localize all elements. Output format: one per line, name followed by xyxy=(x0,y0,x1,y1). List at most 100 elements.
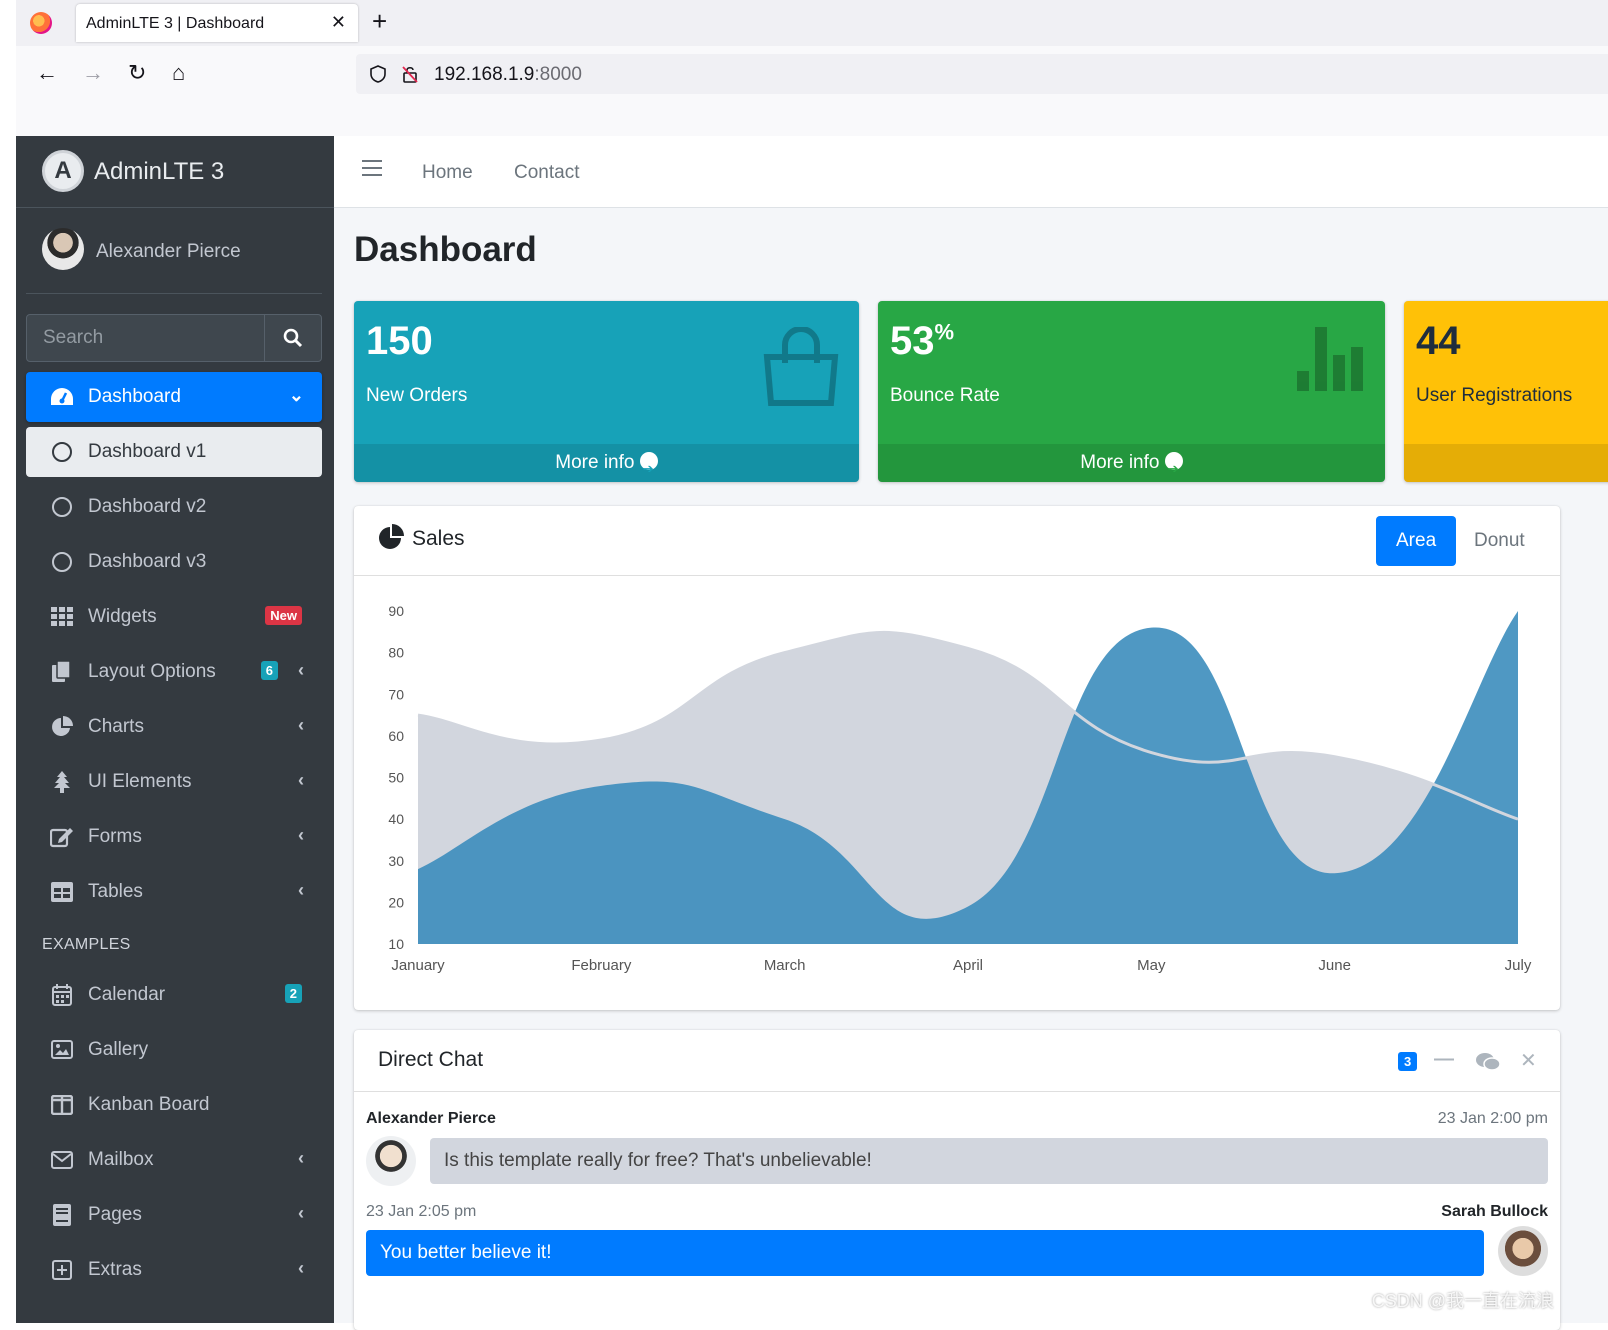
y-tick-label: 40 xyxy=(388,811,404,827)
circle-icon xyxy=(50,495,74,519)
box-value: 53% xyxy=(890,319,954,364)
sidebar-item-dashboard[interactable]: Dashboard ⌄ xyxy=(26,372,322,422)
url-text: 192.168.1.9:8000 xyxy=(434,64,582,86)
sidebar-item-kanban-board[interactable]: Kanban Board xyxy=(26,1080,322,1130)
brand-text: AdminLTE 3 xyxy=(94,158,224,186)
card-title: Sales xyxy=(412,527,465,551)
edit-icon xyxy=(50,825,74,849)
search-input[interactable] xyxy=(27,315,265,361)
close-tab-icon[interactable]: ✕ xyxy=(331,12,346,33)
y-tick-label: 70 xyxy=(388,686,404,702)
th-icon xyxy=(50,605,74,629)
arrow-circle-right-icon xyxy=(640,452,658,470)
sidebar-item-label: Widgets xyxy=(88,606,157,628)
close-icon[interactable]: ✕ xyxy=(1520,1048,1537,1073)
arrow-circle-right-icon xyxy=(1165,452,1183,470)
more-info-text: More info xyxy=(1080,452,1159,473)
address-bar[interactable]: 192.168.1.9:8000 xyxy=(356,54,1608,94)
sidebar-item-tables[interactable]: Tables ‹ xyxy=(26,867,322,917)
sidebar-item-widgets[interactable]: Widgets New xyxy=(26,592,322,642)
y-tick-label: 20 xyxy=(388,894,404,910)
shield-icon xyxy=(368,64,388,84)
user-panel: Alexander Pierce xyxy=(26,208,322,294)
x-tick-label: May xyxy=(1137,957,1166,974)
sidebar-item-label: Calendar xyxy=(88,984,165,1006)
search-button[interactable] xyxy=(264,315,321,361)
tab-bar: AdminLTE 3 | Dashboard ✕ + xyxy=(16,0,1608,46)
sidebar-item-gallery[interactable]: Gallery xyxy=(26,1025,322,1075)
comments-icon[interactable] xyxy=(1476,1052,1500,1072)
more-info-link[interactable]: More info xyxy=(354,444,859,482)
sidebar-item-ui-elements[interactable]: UI Elements ‹ xyxy=(26,757,322,807)
tab-area[interactable]: Area xyxy=(1376,516,1456,566)
box-label: User Registrations xyxy=(1416,385,1572,407)
sidebar-item-label: Dashboard v3 xyxy=(88,551,206,573)
card-header: Sales Area Donut xyxy=(354,506,1560,576)
chart-pie-icon xyxy=(378,524,404,550)
insecure-lock-icon xyxy=(400,64,420,84)
envelope-icon xyxy=(50,1148,74,1172)
nav-header-examples: EXAMPLES xyxy=(42,936,131,954)
box-value: 150 xyxy=(366,319,433,364)
chevron-left-icon: ‹ xyxy=(298,715,304,736)
count-badge: 6 xyxy=(261,661,278,680)
chevron-left-icon: ‹ xyxy=(298,1258,304,1279)
home-icon[interactable]: ⌂ xyxy=(172,60,185,86)
sidebar-item-dashboard-v2[interactable]: Dashboard v2 xyxy=(26,482,322,532)
reload-icon[interactable]: ↻ xyxy=(128,60,146,86)
tab-donut[interactable]: Donut xyxy=(1454,516,1545,566)
user-name[interactable]: Alexander Pierce xyxy=(96,241,241,263)
sidebar-item-extras[interactable]: Extras ‹ xyxy=(26,1245,322,1295)
sidebar-item-dashboard-v3[interactable]: Dashboard v3 xyxy=(26,537,322,587)
search-icon xyxy=(283,328,303,348)
new-tab-icon[interactable]: + xyxy=(372,6,387,37)
image-icon xyxy=(50,1038,74,1062)
sidebar-item-dashboard-v1[interactable]: Dashboard v1 xyxy=(26,427,322,477)
x-tick-label: July xyxy=(1505,957,1532,974)
small-box-registrations: 44 User Registrations xyxy=(1404,301,1608,482)
sidebar-item-label: Dashboard xyxy=(88,386,181,408)
sidebar-search xyxy=(26,314,322,362)
y-tick-label: 10 xyxy=(388,936,404,952)
nav-link-contact[interactable]: Contact xyxy=(514,162,579,184)
chart-pie-icon xyxy=(50,715,74,739)
nav-link-home[interactable]: Home xyxy=(422,162,473,184)
stats-bars-icon xyxy=(1297,327,1367,391)
more-info-link[interactable] xyxy=(1404,444,1608,482)
copy-icon xyxy=(50,660,74,684)
more-info-link[interactable]: More info xyxy=(878,444,1385,482)
tachometer-icon xyxy=(50,385,74,409)
content-wrapper: Dashboard 150 New Orders More info 53% B… xyxy=(334,208,1608,1323)
chevron-left-icon: ‹ xyxy=(298,1148,304,1169)
x-tick-label: January xyxy=(391,957,445,974)
sidebar-item-layout-options[interactable]: Layout Options 6 ‹ xyxy=(26,647,322,697)
chat-timestamp: 23 Jan 2:05 pm xyxy=(366,1203,476,1221)
plus-square-icon xyxy=(50,1258,74,1282)
calendar-icon xyxy=(50,983,74,1007)
browser-tab[interactable]: AdminLTE 3 | Dashboard ✕ xyxy=(76,4,358,42)
sidebar-item-label: Kanban Board xyxy=(88,1094,210,1116)
tab-title: AdminLTE 3 | Dashboard xyxy=(86,15,264,33)
small-box-orders: 150 New Orders More info xyxy=(354,301,859,482)
minus-icon[interactable]: — xyxy=(1434,1048,1454,1071)
circle-icon xyxy=(50,440,74,464)
page-title: Dashboard xyxy=(354,230,537,270)
chat-sender-name: Alexander Pierce xyxy=(366,1110,496,1128)
menu-toggle-icon[interactable] xyxy=(362,160,382,181)
sidebar-item-pages[interactable]: Pages ‹ xyxy=(26,1190,322,1240)
watermark-text: CSDN @我一直在流浪 xyxy=(1372,1287,1554,1313)
sidebar-item-label: Gallery xyxy=(88,1039,148,1061)
brand-link[interactable]: A AdminLTE 3 xyxy=(16,136,334,208)
sidebar-item-label: Dashboard v1 xyxy=(88,441,206,463)
sidebar-item-charts[interactable]: Charts ‹ xyxy=(26,702,322,752)
sidebar-item-forms[interactable]: Forms ‹ xyxy=(26,812,322,862)
sidebar-item-calendar[interactable]: Calendar 2 xyxy=(26,970,322,1020)
circle-icon xyxy=(50,550,74,574)
sidebar-item-mailbox[interactable]: Mailbox ‹ xyxy=(26,1135,322,1185)
back-icon[interactable]: ← xyxy=(36,60,58,86)
forward-icon[interactable]: → xyxy=(82,60,104,86)
chevron-down-icon: ⌄ xyxy=(289,385,304,406)
tree-icon xyxy=(50,770,74,794)
